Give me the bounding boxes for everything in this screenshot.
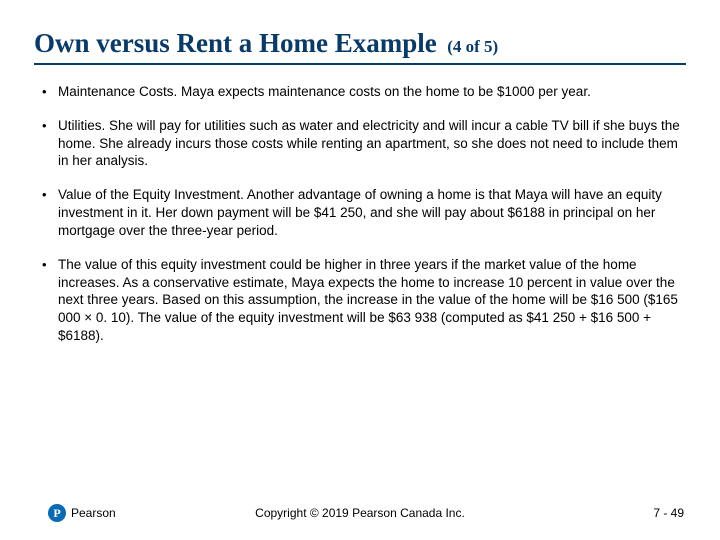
slide: Own versus Rent a Home Example (4 of 5) …: [0, 0, 720, 540]
bullet-list: Maintenance Costs. Maya expects maintena…: [34, 83, 686, 345]
list-item: Value of the Equity Investment. Another …: [40, 186, 680, 239]
copyright-text: Copyright © 2019 Pearson Canada Inc.: [0, 506, 720, 520]
list-item: The value of this equity investment coul…: [40, 256, 680, 345]
page-number: 7 - 49: [653, 506, 684, 520]
slide-title-counter: (4 of 5): [447, 37, 498, 56]
list-item: Utilities. She will pay for utilities su…: [40, 117, 680, 170]
slide-title: Own versus Rent a Home Example: [34, 28, 437, 58]
footer: P Pearson Copyright © 2019 Pearson Canad…: [0, 500, 720, 522]
list-item: Maintenance Costs. Maya expects maintena…: [40, 83, 680, 101]
title-underline: Own versus Rent a Home Example (4 of 5): [34, 28, 686, 65]
